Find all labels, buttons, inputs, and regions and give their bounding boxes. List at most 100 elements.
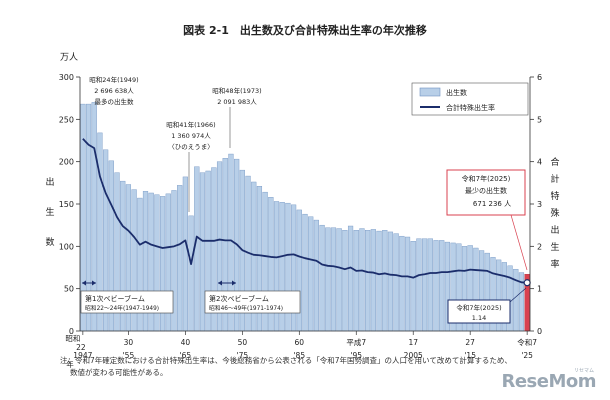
- bar-2001: [387, 231, 394, 332]
- svg-text:第2次ベビーブーム: 第2次ベビーブーム: [209, 294, 269, 303]
- footnote-line-2: 数値が変わる可能性がある。: [70, 368, 168, 377]
- x-tick-label-era: 令和7: [517, 337, 537, 347]
- bar-1996: [359, 228, 365, 332]
- left-tick-label: 250: [59, 115, 74, 124]
- svg-text:昭和41年(1966): 昭和41年(1966): [166, 120, 215, 129]
- x-tick-label-year: '15: [464, 351, 476, 360]
- baby-boom-1: 第1次ベビーブーム 昭和22〜24年(1947-1949): [80, 280, 174, 314]
- svg-text:昭和24年(1949): 昭和24年(1949): [89, 75, 138, 84]
- footnote: 注：令和7年確定数における合計特殊出生率は、今後総務省から公表される「令和7年国…: [60, 355, 540, 379]
- bar-1986: [302, 213, 308, 332]
- bar-1968: [199, 172, 206, 332]
- svg-text:昭和48年(1973): 昭和48年(1973): [212, 86, 261, 95]
- right-tick-label: 4: [537, 158, 542, 167]
- x-tick-label-year: '25: [521, 351, 533, 360]
- annotation-1966: 昭和41年(1966) 1 360 974人 〈ひのえうま〉: [166, 120, 216, 212]
- x-tick-label-era: 22: [76, 343, 86, 352]
- right-axis-ticks: 0 1 2 3 4 5 6: [530, 73, 542, 336]
- bar-1987: [308, 216, 314, 332]
- x-tick-label-era: 30: [124, 338, 134, 347]
- bar-1966: [188, 215, 194, 332]
- right-axis-label-char: 率: [550, 258, 559, 270]
- right-tick-label: 3: [537, 200, 542, 209]
- right-tick-label: 5: [537, 115, 542, 124]
- annotation-1973: 昭和48年(1973) 2 091 983人: [212, 86, 262, 148]
- svg-text:令和7年(2025): 令和7年(2025): [462, 174, 511, 183]
- left-tick-label: 300: [59, 73, 74, 82]
- x-tick-label-era: 27: [465, 338, 475, 347]
- bar-2004: [404, 236, 411, 332]
- right-axis-label-char: 合: [550, 156, 559, 168]
- bar-1994: [347, 225, 354, 332]
- callout-2025-births: 令和7年(2025) 最少の出生数 671 236 人: [446, 169, 528, 271]
- svg-text:昭和46〜49年(1971-1974): 昭和46〜49年(1971-1974): [209, 304, 283, 312]
- right-axis-label-char: 殊: [550, 207, 559, 219]
- left-tick-label: 0: [69, 327, 74, 336]
- x-tick-label-year: '75: [237, 351, 249, 360]
- bar-1998: [370, 229, 376, 332]
- x-axis-year-label: 年: [66, 359, 74, 369]
- right-tick-label: 1: [537, 285, 542, 294]
- left-tick-label: 200: [59, 158, 74, 167]
- right-tick-label: 0: [537, 327, 542, 336]
- bar-1992: [336, 228, 342, 332]
- bar-series: [80, 102, 530, 332]
- left-tick-label: 150: [59, 200, 74, 209]
- right-axis-label-char: 計: [550, 173, 559, 185]
- x-tick-label-era: 平成7: [346, 337, 366, 347]
- right-axis-label: 合計特殊出生率: [550, 156, 559, 270]
- bar-1999: [376, 230, 382, 332]
- svg-text:生: 生: [45, 206, 54, 218]
- callout-2025-tfr: 令和7年(2025) 1.14: [447, 287, 527, 324]
- bar-2003: [399, 235, 405, 332]
- right-axis-label-char: 出: [550, 224, 559, 236]
- right-axis-label-char: 特: [550, 190, 559, 202]
- svg-text:出: 出: [45, 176, 54, 188]
- svg-text:最多の出生数: 最多の出生数: [95, 97, 135, 106]
- legend: 出生数 合計特殊出生率: [411, 82, 529, 116]
- bar-1965: [182, 176, 188, 332]
- logo-kana: リセマム: [573, 368, 594, 374]
- bar-2007: [422, 238, 428, 332]
- left-tick-label: 50: [64, 285, 74, 294]
- left-tick-label: 100: [59, 242, 74, 251]
- svg-text:昭和22〜24年(1947-1949): 昭和22〜24年(1947-1949): [85, 304, 159, 312]
- baby-boom-2: 第2次ベビーブーム 昭和46〜49年(1971-1974): [204, 280, 301, 314]
- bar-2008: [427, 238, 433, 332]
- x-tick-label-era: 60: [295, 338, 305, 347]
- legend-births-label: 出生数: [446, 88, 467, 97]
- bar-1997: [365, 230, 371, 332]
- tfr-point-2025: [523, 279, 531, 287]
- bar-1988: [313, 219, 319, 332]
- bar-2002: [393, 233, 399, 332]
- svg-text:最少の出生数: 最少の出生数: [465, 186, 507, 195]
- svg-text:第1次ベビーブーム: 第1次ベビーブーム: [85, 294, 145, 303]
- bar-2010: [439, 240, 445, 332]
- chart-title: 図表 2-1 出生数及び合計特殊出生率の年次推移: [183, 23, 427, 37]
- x-tick-label-year: '85: [293, 351, 305, 360]
- tfr-line: [82, 138, 528, 284]
- x-tick-label-year: 1947: [73, 351, 92, 360]
- x-tick-label-year: '55: [123, 351, 135, 360]
- bar-2009: [433, 240, 439, 332]
- x-tick-label-year: 2005: [404, 351, 423, 360]
- right-tick-label: 6: [537, 73, 542, 82]
- x-axis: 昭和22 30 40 50 60 平成7 17 27 令和7 1947 '55 '65 '75 '85 '9…: [65, 331, 537, 369]
- bar-2005: [410, 241, 416, 332]
- bar-2023: [513, 268, 519, 332]
- footnote-line-1: 注：令和7年確定数における合計特殊出生率は、今後総務省から公表される「令和7年国…: [60, 356, 512, 365]
- right-tick-label: 2: [537, 242, 542, 251]
- legend-tfr-label: 合計特殊出生率: [446, 103, 495, 112]
- bar-1964: [177, 185, 183, 332]
- x-tick-label-era: 40: [181, 338, 191, 347]
- x-tick-label-era: 17: [408, 338, 418, 347]
- bar-1995: [353, 230, 359, 332]
- legend-births-swatch: [419, 87, 441, 97]
- bar-1989: [319, 224, 325, 332]
- left-axis-unit: 万人: [60, 52, 78, 63]
- svg-text:2 091 983人: 2 091 983人: [217, 98, 257, 106]
- x-tick-label-year: '65: [180, 351, 192, 360]
- svg-text:〈ひのえうま〉: 〈ひのえうま〉: [168, 143, 214, 151]
- x-tick-label-era: 50: [238, 338, 248, 347]
- svg-text:671 236 人: 671 236 人: [473, 200, 511, 208]
